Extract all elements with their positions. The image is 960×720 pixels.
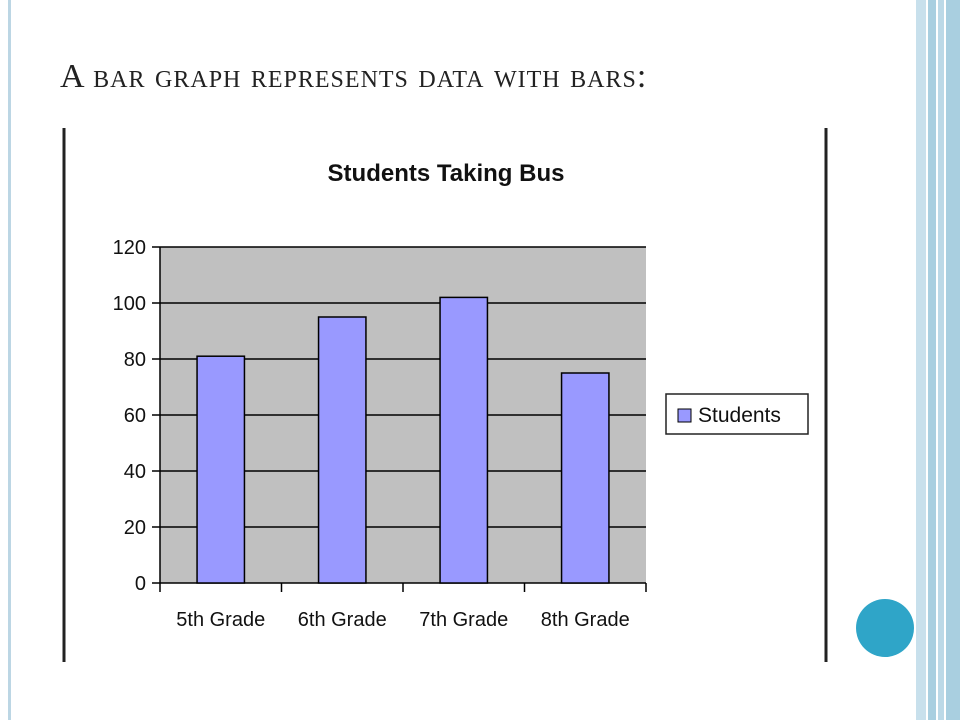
- x-tick-label: 7th Grade: [419, 609, 508, 631]
- bar-5th-grade: [196, 355, 246, 584]
- y-tick-label: 0: [135, 573, 146, 595]
- legend-label: Students: [698, 404, 781, 427]
- x-tick-label: 6th Grade: [298, 609, 387, 631]
- y-tick-label: 40: [124, 461, 146, 483]
- plot-area: 0 20 40 60 80 100 120 5th Grade 6th Grade 7th Gra…: [113, 237, 647, 631]
- slide-right-stripes: [916, 0, 960, 720]
- y-tick-label: 80: [124, 349, 146, 371]
- slide-title: A bar graph represents data with bars:: [60, 58, 648, 95]
- y-tick-label: 120: [113, 237, 146, 259]
- y-tick-label: 60: [124, 405, 146, 427]
- bar-6th-grade: [317, 316, 367, 584]
- x-tick-label: 8th Grade: [541, 609, 630, 631]
- legend-swatch: [677, 408, 692, 423]
- x-tick-label: 5th Grade: [176, 609, 265, 631]
- y-tick-label: 20: [124, 517, 146, 539]
- y-tick-label: 100: [113, 293, 146, 315]
- slide-left-border: [8, 0, 11, 720]
- chart-title: Students Taking Bus: [328, 160, 565, 187]
- chart-legend: Students: [665, 393, 809, 435]
- bar-8th-grade: [560, 372, 610, 584]
- accent-circle: [856, 599, 914, 657]
- bar-7th-grade: [439, 296, 489, 584]
